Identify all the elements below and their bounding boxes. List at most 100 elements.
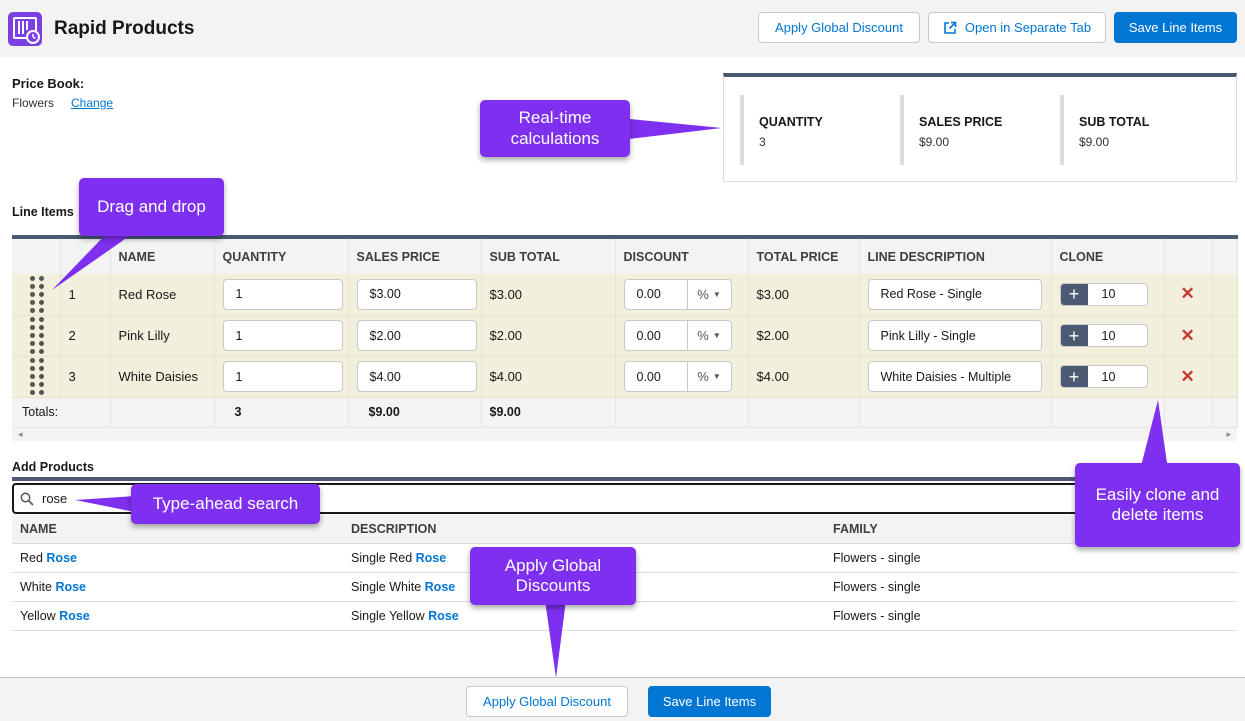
col-total-price[interactable]: TOTAL PRICE	[748, 235, 860, 274]
discount-type-select[interactable]: % ▼	[687, 278, 732, 310]
result-name-match: Rose	[55, 579, 87, 594]
callout-typeahead: Type-ahead search	[131, 484, 320, 524]
summary-sales-price-label: SALES PRICE	[919, 115, 1003, 129]
quantity-input[interactable]: 1	[222, 320, 343, 351]
scroll-left-icon[interactable]: ◂	[12, 427, 1212, 441]
line-description-input[interactable]: White Daisies - Multiple	[867, 361, 1042, 392]
apply-global-discount-button[interactable]: Apply Global Discount	[758, 12, 920, 43]
result-desc-text: Single Red	[351, 550, 416, 565]
drag-handle-icon[interactable]	[30, 358, 44, 395]
col-sales-price[interactable]: SALES PRICE	[348, 235, 482, 274]
list-item[interactable]: Yellow Rose Single Yellow Rose Flowers -…	[12, 601, 1237, 631]
sub-total-value: $4.00	[481, 356, 616, 398]
open-separate-tab-button[interactable]: Open in Separate Tab	[928, 12, 1106, 43]
callout-drag-drop: Drag and drop	[79, 178, 224, 236]
callout-clone-delete: Easily clone and delete items	[1075, 463, 1240, 547]
result-family: Flowers - single	[825, 543, 1237, 573]
product-name: White Daisies	[110, 356, 215, 398]
apply-global-discount-label: Apply Global Discount	[775, 20, 903, 35]
footer-bar: Apply Global Discount Save Line Items	[0, 677, 1245, 721]
discount-control: 0.00 % ▼	[623, 320, 732, 351]
close-icon[interactable]: ✕	[1180, 284, 1195, 304]
totals-quantity: 3	[214, 397, 349, 428]
result-family: Flowers - single	[825, 572, 1237, 602]
drag-handle-icon[interactable]	[30, 317, 44, 354]
clone-control: +10	[1059, 282, 1148, 306]
table-row: 1 Red Rose 1 $3.00 $3.00 0.00 % ▼ $3.00 R…	[12, 274, 1238, 316]
product-name: Red Rose	[110, 274, 215, 316]
discount-type-select[interactable]: % ▼	[687, 320, 732, 351]
external-link-icon	[944, 21, 957, 34]
col-clone[interactable]: CLONE	[1051, 235, 1165, 274]
col-drag	[12, 235, 61, 274]
product-calendar-icon	[8, 12, 42, 46]
close-icon[interactable]: ✕	[1180, 325, 1195, 345]
totals-row: Totals: 3 $9.00 $9.00	[12, 397, 1238, 428]
add-products-divider	[12, 477, 1237, 481]
result-family: Flowers - single	[825, 601, 1237, 631]
sub-total-value: $3.00	[481, 274, 616, 316]
result-desc-match: Rose	[424, 579, 456, 594]
sales-price-input[interactable]: $4.00	[356, 361, 477, 392]
sales-price-input[interactable]: $3.00	[356, 278, 477, 310]
summary-quantity-label: QUANTITY	[759, 115, 823, 129]
change-price-book-link[interactable]: Change	[71, 96, 114, 110]
results-header-row: NAME DESCRIPTION FAMILY	[12, 515, 1237, 544]
discount-input[interactable]: 0.00	[623, 320, 688, 351]
clone-count-input[interactable]: 10	[1101, 287, 1116, 302]
clone-count-input[interactable]: 10	[1101, 328, 1116, 343]
scroll-right-icon[interactable]: ▸	[1212, 427, 1237, 441]
footer-apply-global-discount-button[interactable]: Apply Global Discount	[466, 686, 628, 717]
quantity-input[interactable]: 1	[222, 278, 343, 310]
discount-type-select[interactable]: % ▼	[687, 361, 732, 392]
result-name-match: Rose	[46, 550, 77, 565]
app-header: Rapid Products Apply Global Discount Ope…	[0, 0, 1245, 57]
table-row: 3 White Daisies 1 $4.00 $4.00 0.00 % ▼ $4…	[12, 356, 1238, 398]
summary-sub-total: SUB TOTAL $9.00	[1060, 95, 1210, 165]
clone-count-input[interactable]: 10	[1101, 369, 1116, 384]
sales-price-input[interactable]: $2.00	[356, 320, 477, 351]
col-result-description[interactable]: DESCRIPTION	[343, 515, 825, 544]
horizontal-scrollbar[interactable]: ◂ ▸	[12, 427, 1237, 441]
plus-icon[interactable]: +	[1060, 366, 1088, 387]
discount-input[interactable]: 0.00	[623, 278, 688, 310]
line-items-heading: Line Items	[12, 205, 74, 219]
chevron-down-icon: ▼	[712, 372, 721, 381]
col-name[interactable]: NAME	[110, 235, 215, 274]
discount-type-value: %	[697, 328, 709, 343]
discount-control: 0.00 % ▼	[623, 361, 732, 392]
summary-sales-price-value: $9.00	[919, 135, 950, 149]
plus-icon[interactable]: +	[1060, 325, 1088, 346]
save-line-items-button[interactable]: Save Line Items	[1114, 12, 1237, 43]
save-line-items-label: Save Line Items	[1128, 20, 1223, 35]
footer-save-line-items-button[interactable]: Save Line Items	[648, 686, 771, 717]
clone-control: +10	[1059, 324, 1148, 347]
col-quantity[interactable]: QUANTITY	[214, 235, 349, 274]
callout-global-discounts: Apply Global Discounts	[470, 547, 636, 605]
close-icon[interactable]: ✕	[1180, 366, 1195, 386]
col-line-description[interactable]: LINE DESCRIPTION	[859, 235, 1052, 274]
table-row: 2 Pink Lilly 1 $2.00 $2.00 0.00 % ▼ $2.00…	[12, 315, 1238, 357]
plus-icon[interactable]: +	[1060, 283, 1088, 305]
result-name-text: White	[20, 579, 56, 594]
total-price-value: $3.00	[748, 274, 860, 316]
discount-input[interactable]: 0.00	[623, 361, 688, 392]
discount-control: 0.00 % ▼	[623, 278, 732, 310]
summary-panel: QUANTITY 3 SALES PRICE $9.00 SUB TOTAL $…	[723, 73, 1237, 182]
row-number: 3	[60, 356, 111, 398]
line-description-input[interactable]: Red Rose - Single	[867, 278, 1042, 310]
col-sub-total[interactable]: SUB TOTAL	[481, 235, 616, 274]
quantity-input[interactable]: 1	[222, 361, 343, 392]
search-icon	[20, 492, 34, 506]
col-filler	[1212, 235, 1238, 274]
price-book-value: Flowers	[12, 96, 55, 110]
drag-handle-icon[interactable]	[30, 275, 44, 313]
sub-total-value: $2.00	[481, 315, 616, 357]
result-name-match: Rose	[59, 608, 90, 623]
line-description-input[interactable]: Pink Lilly - Single	[867, 320, 1042, 351]
totals-label: Totals:	[12, 397, 111, 428]
col-discount[interactable]: DISCOUNT	[615, 235, 749, 274]
chevron-down-icon: ▼	[712, 289, 721, 299]
search-value: rose	[42, 491, 68, 506]
totals-sub-total: $9.00	[481, 397, 616, 428]
